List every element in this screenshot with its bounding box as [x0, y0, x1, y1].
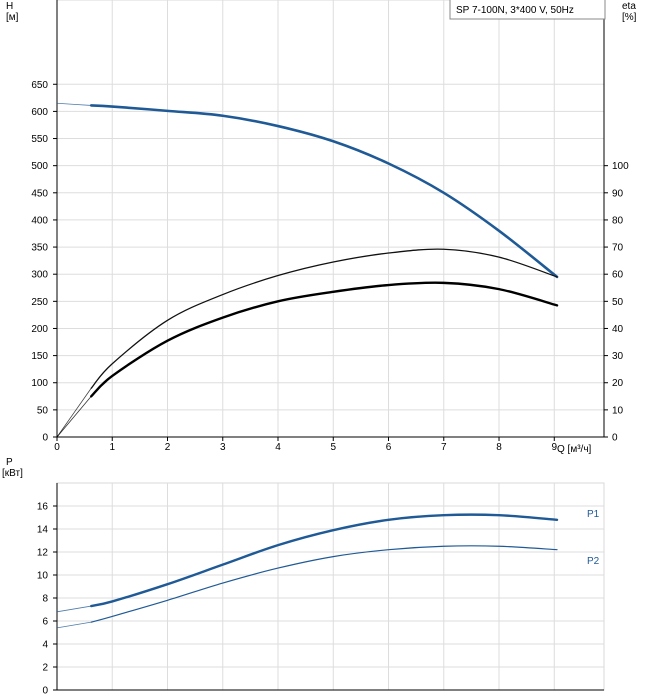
- efficiency-axis-title: eta: [622, 1, 636, 12]
- power-tick-label-4: 4: [42, 640, 48, 651]
- head-tick-label-650: 650: [31, 80, 48, 91]
- eta-tick-label-0: 0: [612, 433, 618, 444]
- x-tick-label-5: 5: [330, 442, 336, 453]
- eta-tick-label-30: 30: [612, 351, 624, 362]
- head-tick-label-200: 200: [31, 324, 48, 335]
- series-p2-line: [90, 545, 558, 623]
- head-tick-label-350: 350: [31, 243, 48, 254]
- eta-tick-label-50: 50: [612, 297, 624, 308]
- head-tick-label-400: 400: [31, 215, 48, 226]
- efficiency-a-extrapolated-line: [56, 387, 92, 438]
- head-tick-label-150: 150: [31, 351, 48, 362]
- series-label-p2: P2: [587, 556, 600, 567]
- efficiency-b-line: [90, 281, 559, 398]
- head-tick-label-500: 500: [31, 161, 48, 172]
- power-tick-label-10: 10: [37, 571, 49, 582]
- efficiency-b-extrapolated-line: [56, 396, 92, 438]
- head-tick-label-0: 0: [42, 433, 48, 444]
- head-tick-label-50: 50: [37, 405, 49, 416]
- series-label-p1: P1: [587, 509, 600, 520]
- power-axis-unit: [кВт]: [2, 468, 23, 479]
- flow-axis-label: Q [м³/ч]: [557, 444, 592, 455]
- head-axis-title: H: [6, 1, 13, 12]
- x-tick-label-1: 1: [109, 442, 115, 453]
- head-tick-label-100: 100: [31, 378, 48, 389]
- series-p2-extrapolated-line: [56, 621, 92, 629]
- head-tick-label-250: 250: [31, 297, 48, 308]
- x-tick-label-8: 8: [496, 442, 502, 453]
- head-tick-label-300: 300: [31, 270, 48, 281]
- head-line: [89, 104, 559, 279]
- curves-layer: [56, 102, 559, 629]
- grid-layer: [56, 0, 605, 691]
- head-tick-label-550: 550: [31, 134, 48, 145]
- power-axis-title: P: [6, 457, 13, 468]
- efficiency-axis-unit: [%]: [622, 12, 637, 23]
- eta-tick-label-70: 70: [612, 243, 624, 254]
- eta-tick-label-20: 20: [612, 378, 624, 389]
- eta-tick-label-100: 100: [612, 161, 629, 172]
- power-plot-area: [56, 482, 605, 691]
- eta-tick-label-60: 60: [612, 270, 624, 281]
- efficiency-a-line: [90, 248, 558, 389]
- x-tick-label-9: 9: [551, 442, 557, 453]
- eta-tick-label-90: 90: [612, 188, 624, 199]
- power-tick-label-2: 2: [42, 663, 48, 674]
- x-tick-label-6: 6: [386, 442, 392, 453]
- x-tick-label-7: 7: [441, 442, 447, 453]
- eta-tick-label-40: 40: [612, 324, 624, 335]
- x-tick-label-2: 2: [165, 442, 171, 453]
- x-tick-label-0: 0: [54, 442, 60, 453]
- x-tick-label-3: 3: [220, 442, 226, 453]
- legend-text: SP 7-100N, 3*400 V, 50Hz: [456, 5, 574, 16]
- series-p1-line: [90, 513, 559, 608]
- eta-tick-label-80: 80: [612, 215, 624, 226]
- legend-box: [449, 0, 606, 20]
- power-tick-label-14: 14: [37, 525, 49, 536]
- head-axis-unit: [м]: [6, 12, 19, 23]
- power-tick-label-0: 0: [42, 686, 48, 697]
- power-tick-label-12: 12: [37, 548, 49, 559]
- power-tick-label-6: 6: [42, 617, 48, 628]
- x-tick-label-4: 4: [275, 442, 281, 453]
- head-extrapolated-line: [56, 102, 92, 106]
- series-p1-extrapolated-line: [56, 605, 92, 613]
- axes-layer: 0 1 2 3 4 5 6 7 8 9050100150200250300350400450500…: [31, 0, 629, 697]
- eta-tick-label-10: 10: [612, 405, 624, 416]
- power-tick-label-16: 16: [37, 502, 49, 513]
- head-tick-label-600: 600: [31, 107, 48, 118]
- head-plot-area: [56, 0, 605, 438]
- head-tick-label-450: 450: [31, 188, 48, 199]
- power-tick-label-8: 8: [42, 594, 48, 605]
